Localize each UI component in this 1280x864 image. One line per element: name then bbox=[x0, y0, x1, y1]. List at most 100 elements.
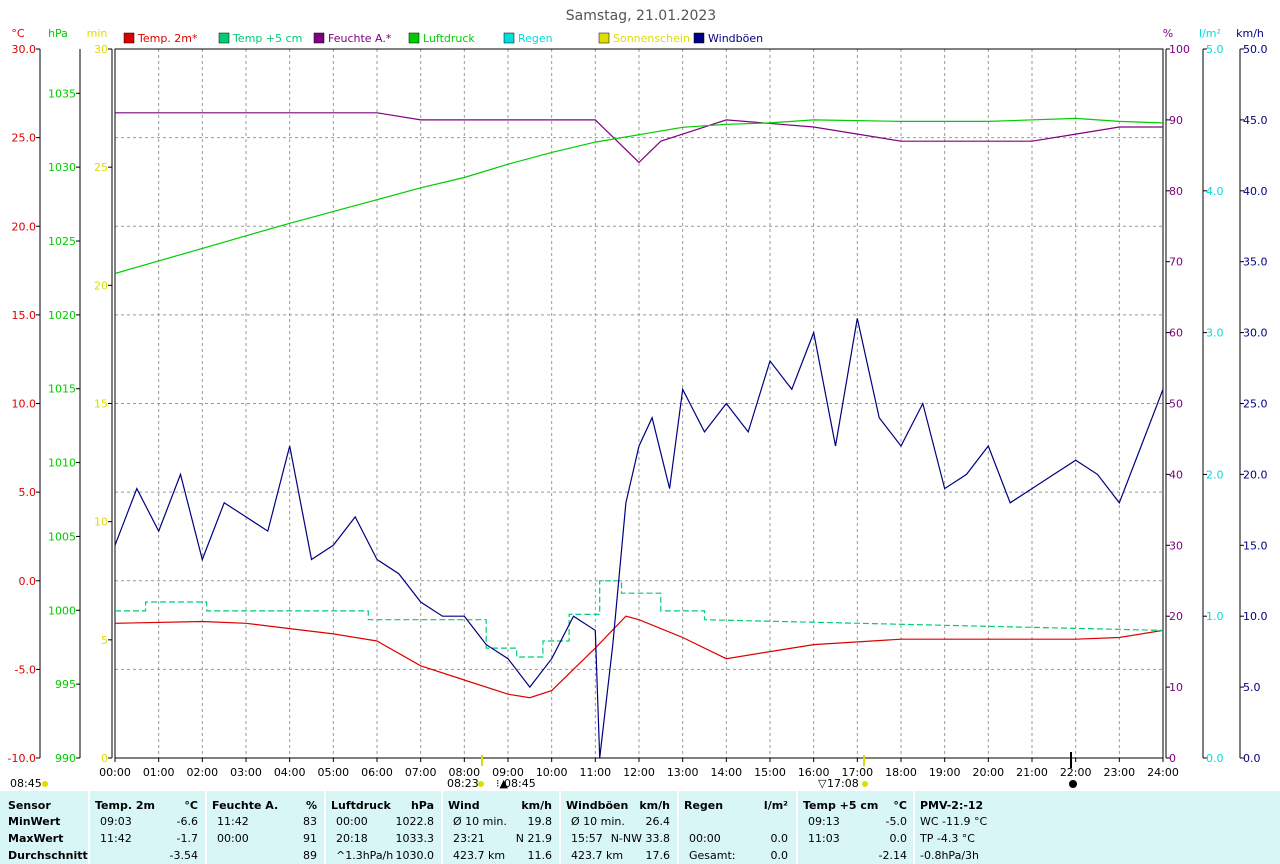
rain-tick-label: 3.0 bbox=[1206, 327, 1224, 340]
stats-header: °C bbox=[893, 799, 907, 812]
stats-value: 1022.8 bbox=[395, 815, 435, 828]
wind-tick-label: 15.0 bbox=[1243, 539, 1268, 552]
temp-tick-label: -5.0 bbox=[15, 663, 36, 676]
rain-unit: l/m² bbox=[1199, 27, 1221, 40]
stats-value: 00:00 bbox=[336, 815, 368, 828]
stats-value: 0.0 bbox=[889, 832, 908, 845]
stats-value: 11:03 bbox=[808, 832, 840, 845]
stats-value: N 21.9 bbox=[515, 832, 552, 845]
pressure-tick-label: 1010 bbox=[48, 457, 76, 470]
x-tick-label: 02:00 bbox=[186, 766, 218, 779]
x-tick-label: 19:00 bbox=[929, 766, 961, 779]
stats-value: 15:57 bbox=[571, 832, 603, 845]
stats-value: ^1.3hPa/h bbox=[336, 849, 394, 862]
x-tick-label: 08:00 bbox=[448, 766, 480, 779]
stats-header: Temp +5 cm bbox=[803, 799, 879, 812]
pressure-tick-label: 1020 bbox=[48, 309, 76, 322]
stats-header: Temp. 2m bbox=[95, 799, 155, 812]
wind-unit: km/h bbox=[1236, 27, 1264, 40]
wind-tick-label: 45.0 bbox=[1243, 114, 1268, 127]
humidity-unit: % bbox=[1163, 27, 1173, 40]
x-tick-label: 01:00 bbox=[143, 766, 175, 779]
x-tick-label: 06:00 bbox=[361, 766, 393, 779]
pressure-tick-label: 1035 bbox=[48, 87, 76, 100]
stats-header: l/m² bbox=[763, 799, 788, 812]
wind-tick-label: 10.0 bbox=[1243, 610, 1268, 623]
pressure-tick-label: 1005 bbox=[48, 530, 76, 543]
temp-tick-label: 30.0 bbox=[12, 43, 37, 56]
rain-tick-label: 1.0 bbox=[1206, 610, 1224, 623]
stats-value: 83 bbox=[303, 815, 317, 828]
series-luftdruck bbox=[114, 117, 1164, 275]
wind-tick-label: 35.0 bbox=[1243, 256, 1268, 269]
humidity-tick-label: 10 bbox=[1169, 681, 1183, 694]
stats-header: MinWert bbox=[8, 815, 61, 828]
minutes-tick-label: 30 bbox=[94, 43, 108, 56]
temp-tick-label: 15.0 bbox=[12, 309, 37, 322]
stats-value: 91 bbox=[303, 832, 317, 845]
x-tick-label: 00:00 bbox=[99, 766, 131, 779]
chart-title: Samstag, 21.01.2023 bbox=[566, 8, 716, 24]
humidity-tick-label: 0 bbox=[1169, 752, 1176, 765]
stats-value: 89 bbox=[303, 849, 317, 862]
x-tick-label: 11:00 bbox=[579, 766, 611, 779]
stats-value: 0.0 bbox=[770, 849, 789, 862]
sunrise-arrow-icon: ⁝▲ bbox=[496, 777, 508, 790]
column-separator bbox=[796, 791, 798, 864]
x-tick-label: 12:00 bbox=[623, 766, 655, 779]
stats-header: % bbox=[305, 799, 317, 812]
series-temp-5-cm bbox=[115, 580, 1164, 658]
stats-value: 20:18 bbox=[336, 832, 368, 845]
rain-tick-label: 0.0 bbox=[1206, 752, 1224, 765]
legend-swatch bbox=[218, 32, 230, 44]
x-tick-label: 04:00 bbox=[274, 766, 306, 779]
sunset-label: 17:08 bbox=[827, 777, 859, 790]
x-tick-label: 09:00 bbox=[492, 766, 524, 779]
stats-header: Feuchte A. bbox=[212, 799, 279, 812]
legend-label: Regen bbox=[518, 32, 553, 45]
stats-value: -2.14 bbox=[878, 849, 907, 862]
legend-swatch bbox=[503, 32, 515, 44]
pressure-tick-label: 1015 bbox=[48, 383, 76, 396]
x-tick-label: 17:00 bbox=[841, 766, 873, 779]
x-tick-label: 23:00 bbox=[1103, 766, 1135, 779]
x-axis-ticks: 00:00 01:00 02:00 03:00 04:00 05:00 06:00 07:00… bbox=[99, 758, 1179, 779]
legend-swatch bbox=[313, 32, 325, 44]
legend-label: Feuchte A.* bbox=[328, 32, 392, 45]
legend-label: Windböen bbox=[708, 32, 763, 45]
x-tick-label: 14:00 bbox=[710, 766, 742, 779]
stats-value: 11.6 bbox=[527, 849, 553, 862]
column-separator bbox=[913, 791, 915, 864]
pressure-tick-label: 990 bbox=[55, 752, 76, 765]
humidity-tick-label: 40 bbox=[1169, 468, 1183, 481]
stats-value: WC -11.9 °C bbox=[920, 815, 988, 828]
legend-label: Sonnenschein bbox=[613, 32, 690, 45]
column-separator bbox=[559, 791, 561, 864]
wind-tick-label: 30.0 bbox=[1243, 327, 1268, 340]
legend-label: Luftdruck bbox=[423, 32, 475, 45]
x-tick-label: 05:00 bbox=[317, 766, 349, 779]
stats-value: 00:00 bbox=[217, 832, 249, 845]
x-tick-label: 15:00 bbox=[754, 766, 786, 779]
minutes-unit: min bbox=[87, 27, 108, 40]
sunset-arrow-icon: ▽ bbox=[818, 777, 827, 790]
stats-header: PMV-2:-12 bbox=[920, 799, 984, 812]
stats-value: 0.0 bbox=[770, 832, 789, 845]
stats-value: 11:42 bbox=[217, 815, 249, 828]
sunrise-icon bbox=[478, 781, 484, 787]
rain-tick-label: 5.0 bbox=[1206, 43, 1224, 56]
legend-label: Temp. 2m* bbox=[137, 32, 198, 45]
column-separator bbox=[677, 791, 679, 864]
temp-tick-label: 25.0 bbox=[12, 132, 37, 145]
stats-header: Durchschnitt bbox=[8, 849, 88, 862]
stats-value: Ø 10 min. bbox=[453, 815, 507, 828]
minutes-tick-label: 15 bbox=[94, 398, 108, 411]
stats-header: Sensor bbox=[8, 799, 51, 812]
stats-value: 26.4 bbox=[645, 815, 671, 828]
stats-value: 1030.0 bbox=[395, 849, 435, 862]
pressure-tick-label: 1025 bbox=[48, 235, 76, 248]
series-temp-2m bbox=[114, 615, 1164, 699]
temp-tick-label: -10.0 bbox=[8, 752, 36, 765]
stats-value: 1033.3 bbox=[395, 832, 435, 845]
axes: -10.0 -5.0 0.0 5.0 10.0 15.0 20.0 25.0 30.0 990 99… bbox=[8, 43, 1268, 765]
